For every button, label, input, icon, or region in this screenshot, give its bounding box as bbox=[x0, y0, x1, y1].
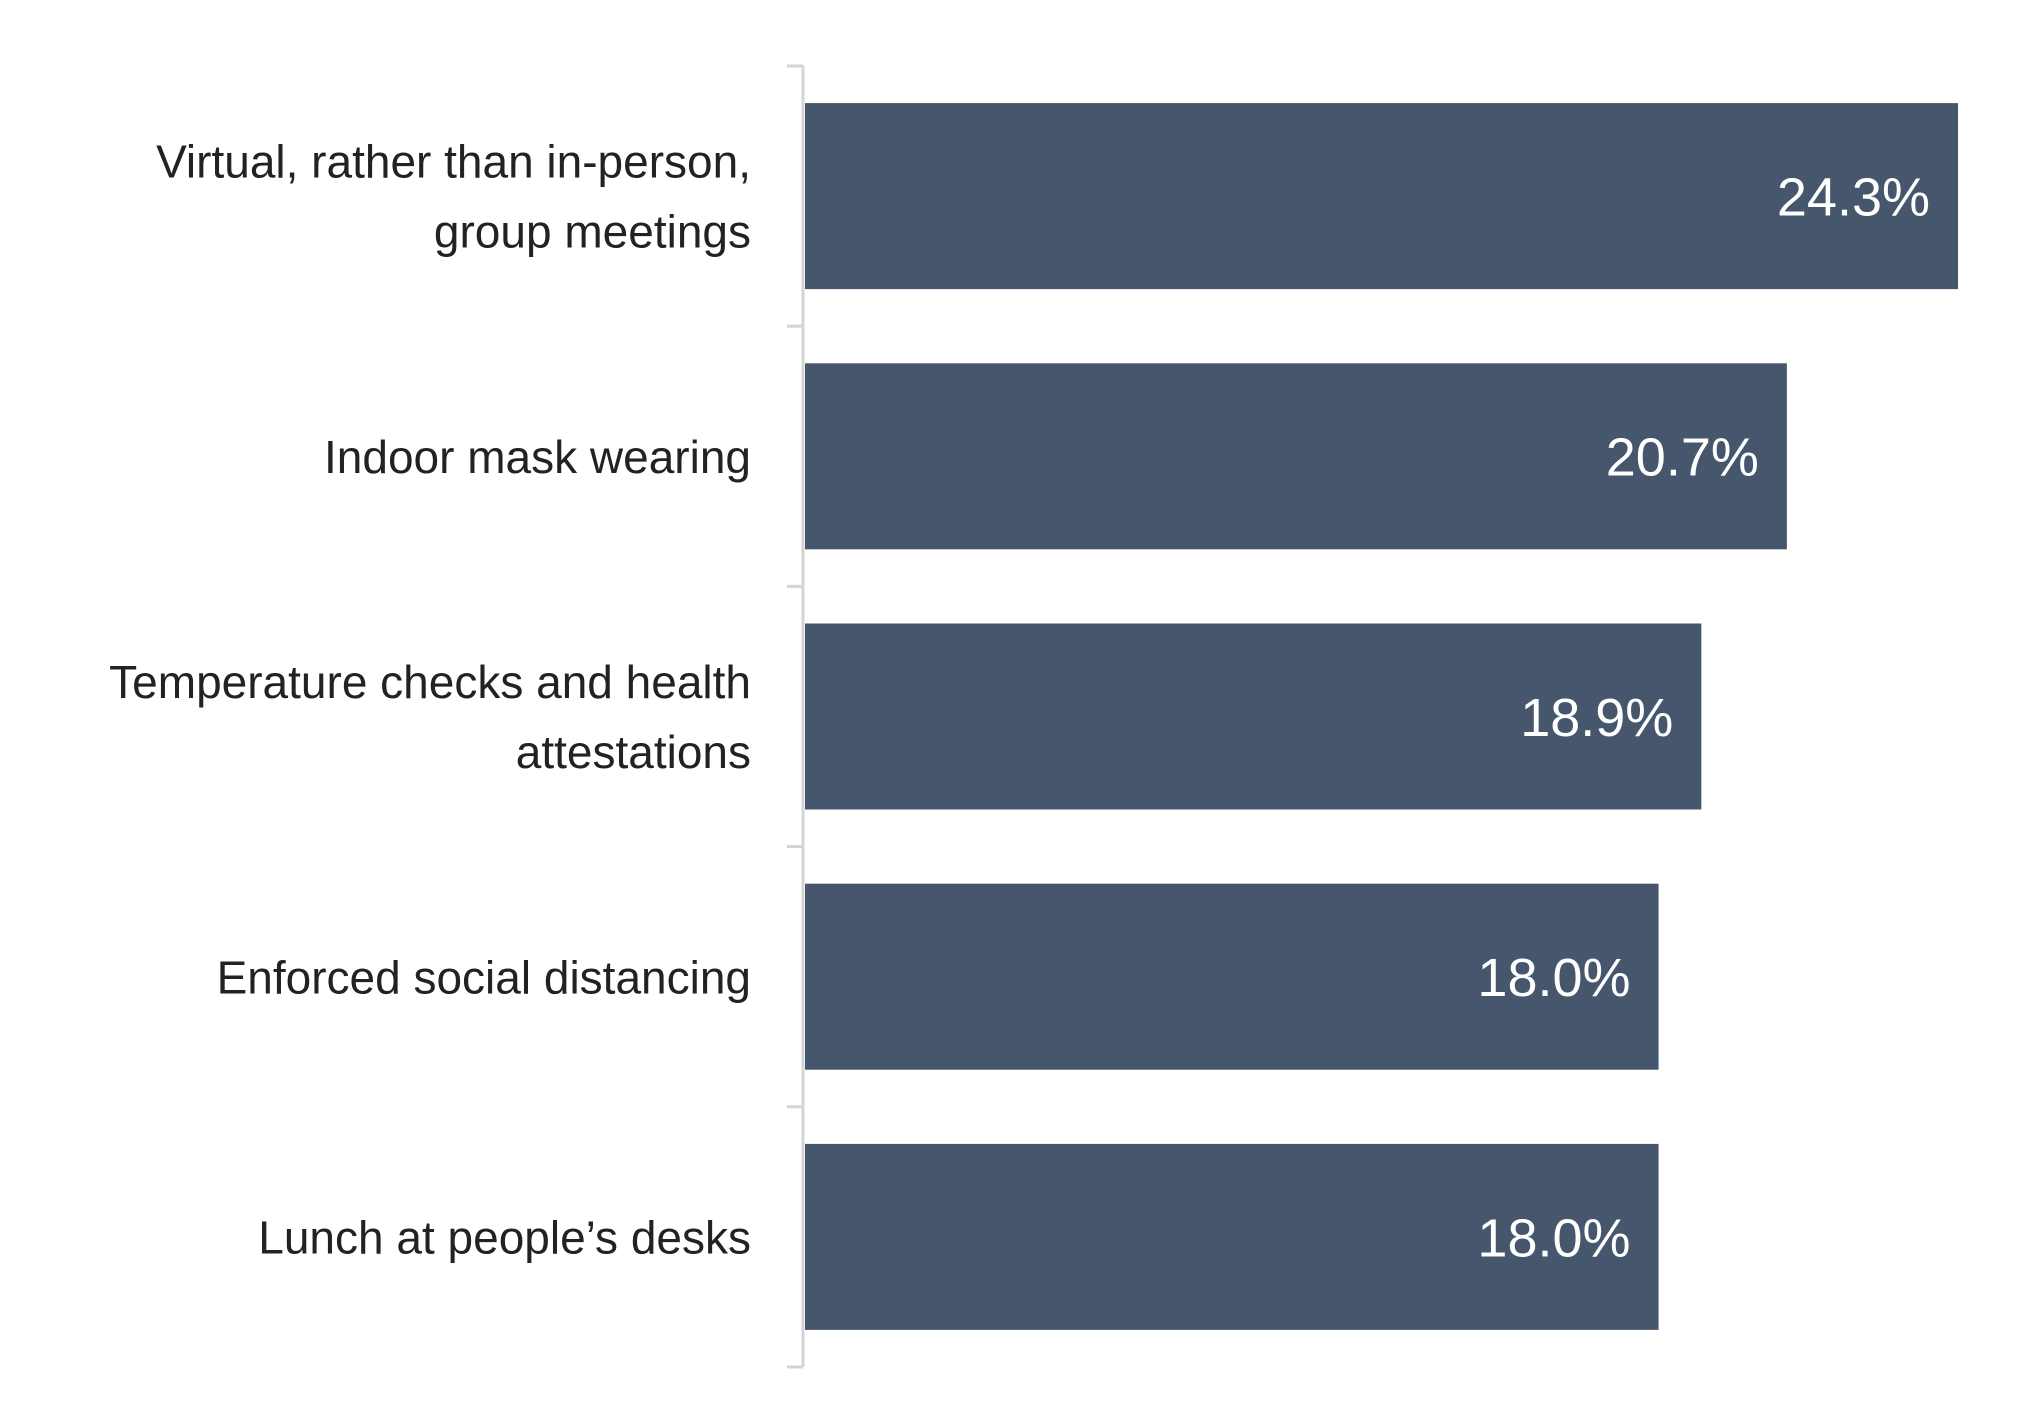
value-labels: 24.3% 20.7% 18.9% 18.0% 18.0% bbox=[1477, 168, 1930, 1269]
category-label-line: Virtual, rather than in-person, bbox=[156, 136, 751, 188]
category-label-line: Enforced social distancing bbox=[217, 951, 751, 1003]
bar-value-label: 24.3% bbox=[1777, 168, 1930, 228]
category-labels: Virtual, rather than in-person, group mee… bbox=[109, 136, 751, 1264]
category-label: Temperature checks and health attestation… bbox=[109, 656, 751, 778]
bar bbox=[805, 103, 1958, 290]
category-label: Indoor mask wearing bbox=[324, 431, 751, 483]
bar-value-label: 18.9% bbox=[1520, 688, 1673, 748]
bar-value-label: 20.7% bbox=[1606, 428, 1759, 488]
category-label: Lunch at people’s desks bbox=[258, 1211, 751, 1263]
bar-value-label: 18.0% bbox=[1477, 948, 1630, 1008]
category-label: Virtual, rather than in-person, group mee… bbox=[156, 136, 751, 258]
category-label-line: Temperature checks and health bbox=[109, 656, 751, 708]
category-label-line: group meetings bbox=[434, 206, 751, 258]
category-label-line: Lunch at people’s desks bbox=[258, 1211, 751, 1263]
bar bbox=[805, 883, 1659, 1070]
category-axis-ticks bbox=[787, 64, 803, 1369]
bar-value-label: 18.0% bbox=[1477, 1208, 1630, 1268]
bar bbox=[805, 1143, 1659, 1330]
category-label-line: Indoor mask wearing bbox=[324, 431, 751, 483]
category-label-line: attestations bbox=[516, 726, 751, 778]
bar bbox=[805, 363, 1787, 550]
bar bbox=[805, 623, 1702, 810]
bar-group bbox=[805, 103, 1958, 1330]
category-label: Enforced social distancing bbox=[217, 951, 751, 1003]
